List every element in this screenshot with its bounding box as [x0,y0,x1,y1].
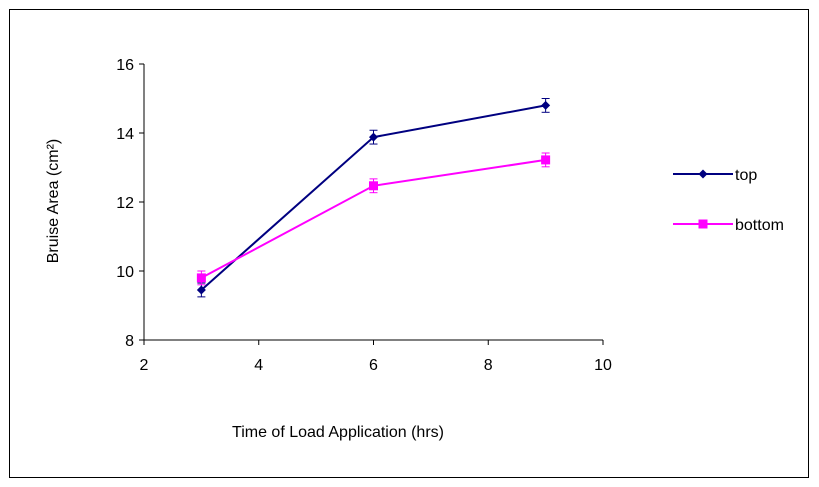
x-tick-label: 8 [484,357,493,374]
chart-frame [9,9,809,478]
y-tick-label: 8 [125,333,134,350]
legend-entry-bottom: bottom [673,217,784,234]
y-tick-label: 10 [116,264,134,281]
x-tick-label: 10 [594,357,612,374]
legend-entry-top: top [673,167,757,184]
data-point-bottom [369,181,378,191]
legend-label: bottom [735,217,784,234]
y-axis-title: Bruise Area (cm²) [45,139,62,263]
x-tick-label: 4 [254,357,263,374]
series-bottom [196,152,551,286]
legend: top bottom [673,167,784,234]
y-tick-label: 14 [116,126,134,143]
x-tick-label: 2 [140,357,149,374]
data-point-top [369,132,378,142]
data-point-bottom [541,155,551,165]
axes: 8 10 12 14 16 2 4 6 8 10 [116,57,612,374]
series-layer [196,98,551,298]
series-top [196,98,551,298]
legend-marker [698,219,708,229]
x-tick-label: 6 [369,357,378,374]
series-line-bottom [200,158,546,279]
data-point-bottom [196,273,206,283]
y-tick-label: 16 [116,57,134,74]
y-tick-label: 12 [116,195,134,212]
legend-marker [698,169,708,179]
x-axis-title: Time of Load Application (hrs) [232,424,444,441]
data-point-top [541,100,551,110]
legend-label: top [735,167,757,184]
data-point-top [196,285,206,295]
